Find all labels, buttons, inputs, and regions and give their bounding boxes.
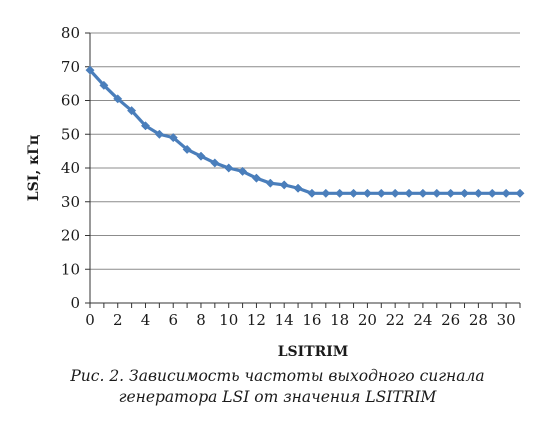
data-point-0-26 bbox=[446, 188, 456, 198]
y-tick-label-2: 20 bbox=[61, 227, 80, 245]
y-axis-title: LSI, кГц bbox=[26, 135, 42, 201]
data-point-0-25 bbox=[432, 188, 442, 198]
series bbox=[85, 65, 525, 198]
x-tick-label-10: 20 bbox=[358, 311, 377, 329]
data-point-0-12 bbox=[251, 173, 262, 183]
data-point-0-1 bbox=[99, 80, 109, 90]
x-tick-label-15: 30 bbox=[497, 311, 516, 329]
data-point-0-15 bbox=[293, 183, 303, 193]
caption-line-2: генератора LSI от значения LSITRIM bbox=[118, 388, 437, 406]
y-tick-label-7: 70 bbox=[61, 58, 80, 76]
x-tick-label-4: 8 bbox=[196, 311, 206, 329]
data-point-0-18 bbox=[335, 188, 345, 198]
x-tick-label-3: 6 bbox=[168, 311, 178, 329]
data-point-0-13 bbox=[265, 178, 275, 188]
data-point-0-7 bbox=[182, 144, 192, 154]
figure-caption: Рис. 2. Зависимость частоты выходного си… bbox=[0, 366, 555, 408]
data-point-0-9 bbox=[210, 158, 220, 168]
y-tick-label-0: 0 bbox=[70, 294, 80, 312]
x-tick-label-6: 12 bbox=[247, 311, 266, 329]
y-tick-label-8: 80 bbox=[61, 24, 80, 42]
x-tick-label-13: 26 bbox=[441, 311, 460, 329]
caption-prefix: Рис. 2. bbox=[70, 367, 125, 385]
y-tick-labels: 0 10 20 30 40 50 60 70 80 bbox=[61, 24, 80, 312]
y-tick-label-1: 10 bbox=[61, 260, 80, 278]
x-tick-label-7: 14 bbox=[275, 311, 294, 329]
x-tick-label-8: 16 bbox=[302, 311, 321, 329]
x-tick-labels: 0 2 4 6 8 10 12 14 16 18 20 22 24 26 28 30 bbox=[85, 311, 515, 329]
y-tick-label-3: 30 bbox=[61, 193, 80, 211]
data-point-0-30 bbox=[501, 188, 511, 198]
data-point-0-28 bbox=[473, 188, 483, 198]
axes bbox=[85, 32, 521, 308]
data-point-0-17 bbox=[321, 188, 331, 198]
data-point-0-24 bbox=[418, 188, 428, 198]
data-point-0-11 bbox=[238, 166, 248, 176]
data-point-0-22 bbox=[390, 188, 400, 198]
data-point-0-31 bbox=[515, 188, 525, 198]
x-tick-label-14: 28 bbox=[469, 311, 488, 329]
gridlines bbox=[90, 32, 520, 270]
x-tick-label-9: 18 bbox=[330, 311, 349, 329]
y-tick-label-6: 60 bbox=[61, 92, 80, 110]
x-tick-label-1: 2 bbox=[113, 311, 123, 329]
data-point-0-27 bbox=[459, 188, 470, 198]
data-point-0-0 bbox=[85, 65, 95, 75]
data-point-0-4 bbox=[140, 121, 151, 131]
data-point-0-8 bbox=[196, 151, 206, 161]
data-point-0-6 bbox=[168, 133, 178, 143]
data-point-0-3 bbox=[127, 106, 137, 116]
y-tick-label-4: 40 bbox=[61, 159, 80, 177]
x-tick-label-5: 10 bbox=[219, 311, 238, 329]
data-point-0-29 bbox=[487, 188, 497, 198]
data-point-0-16 bbox=[307, 188, 317, 198]
data-point-0-14 bbox=[279, 180, 289, 190]
data-point-0-23 bbox=[404, 188, 414, 198]
x-tick-label-12: 24 bbox=[413, 311, 432, 329]
x-tick-label-0: 0 bbox=[85, 311, 95, 329]
x-tick-label-2: 4 bbox=[141, 311, 151, 329]
x-tick-label-11: 22 bbox=[386, 311, 405, 329]
data-point-0-19 bbox=[348, 188, 359, 198]
caption-line-1: Зависимость частоты выходного сигнала bbox=[124, 367, 485, 385]
data-point-0-21 bbox=[376, 188, 386, 198]
data-point-0-2 bbox=[113, 94, 123, 104]
data-point-0-10 bbox=[224, 163, 234, 173]
series-line-0 bbox=[88, 69, 520, 195]
y-tick-label-5: 50 bbox=[61, 125, 80, 143]
data-point-0-5 bbox=[154, 129, 164, 139]
data-point-0-20 bbox=[362, 188, 372, 198]
x-axis-title: LSITRIM bbox=[278, 344, 349, 360]
